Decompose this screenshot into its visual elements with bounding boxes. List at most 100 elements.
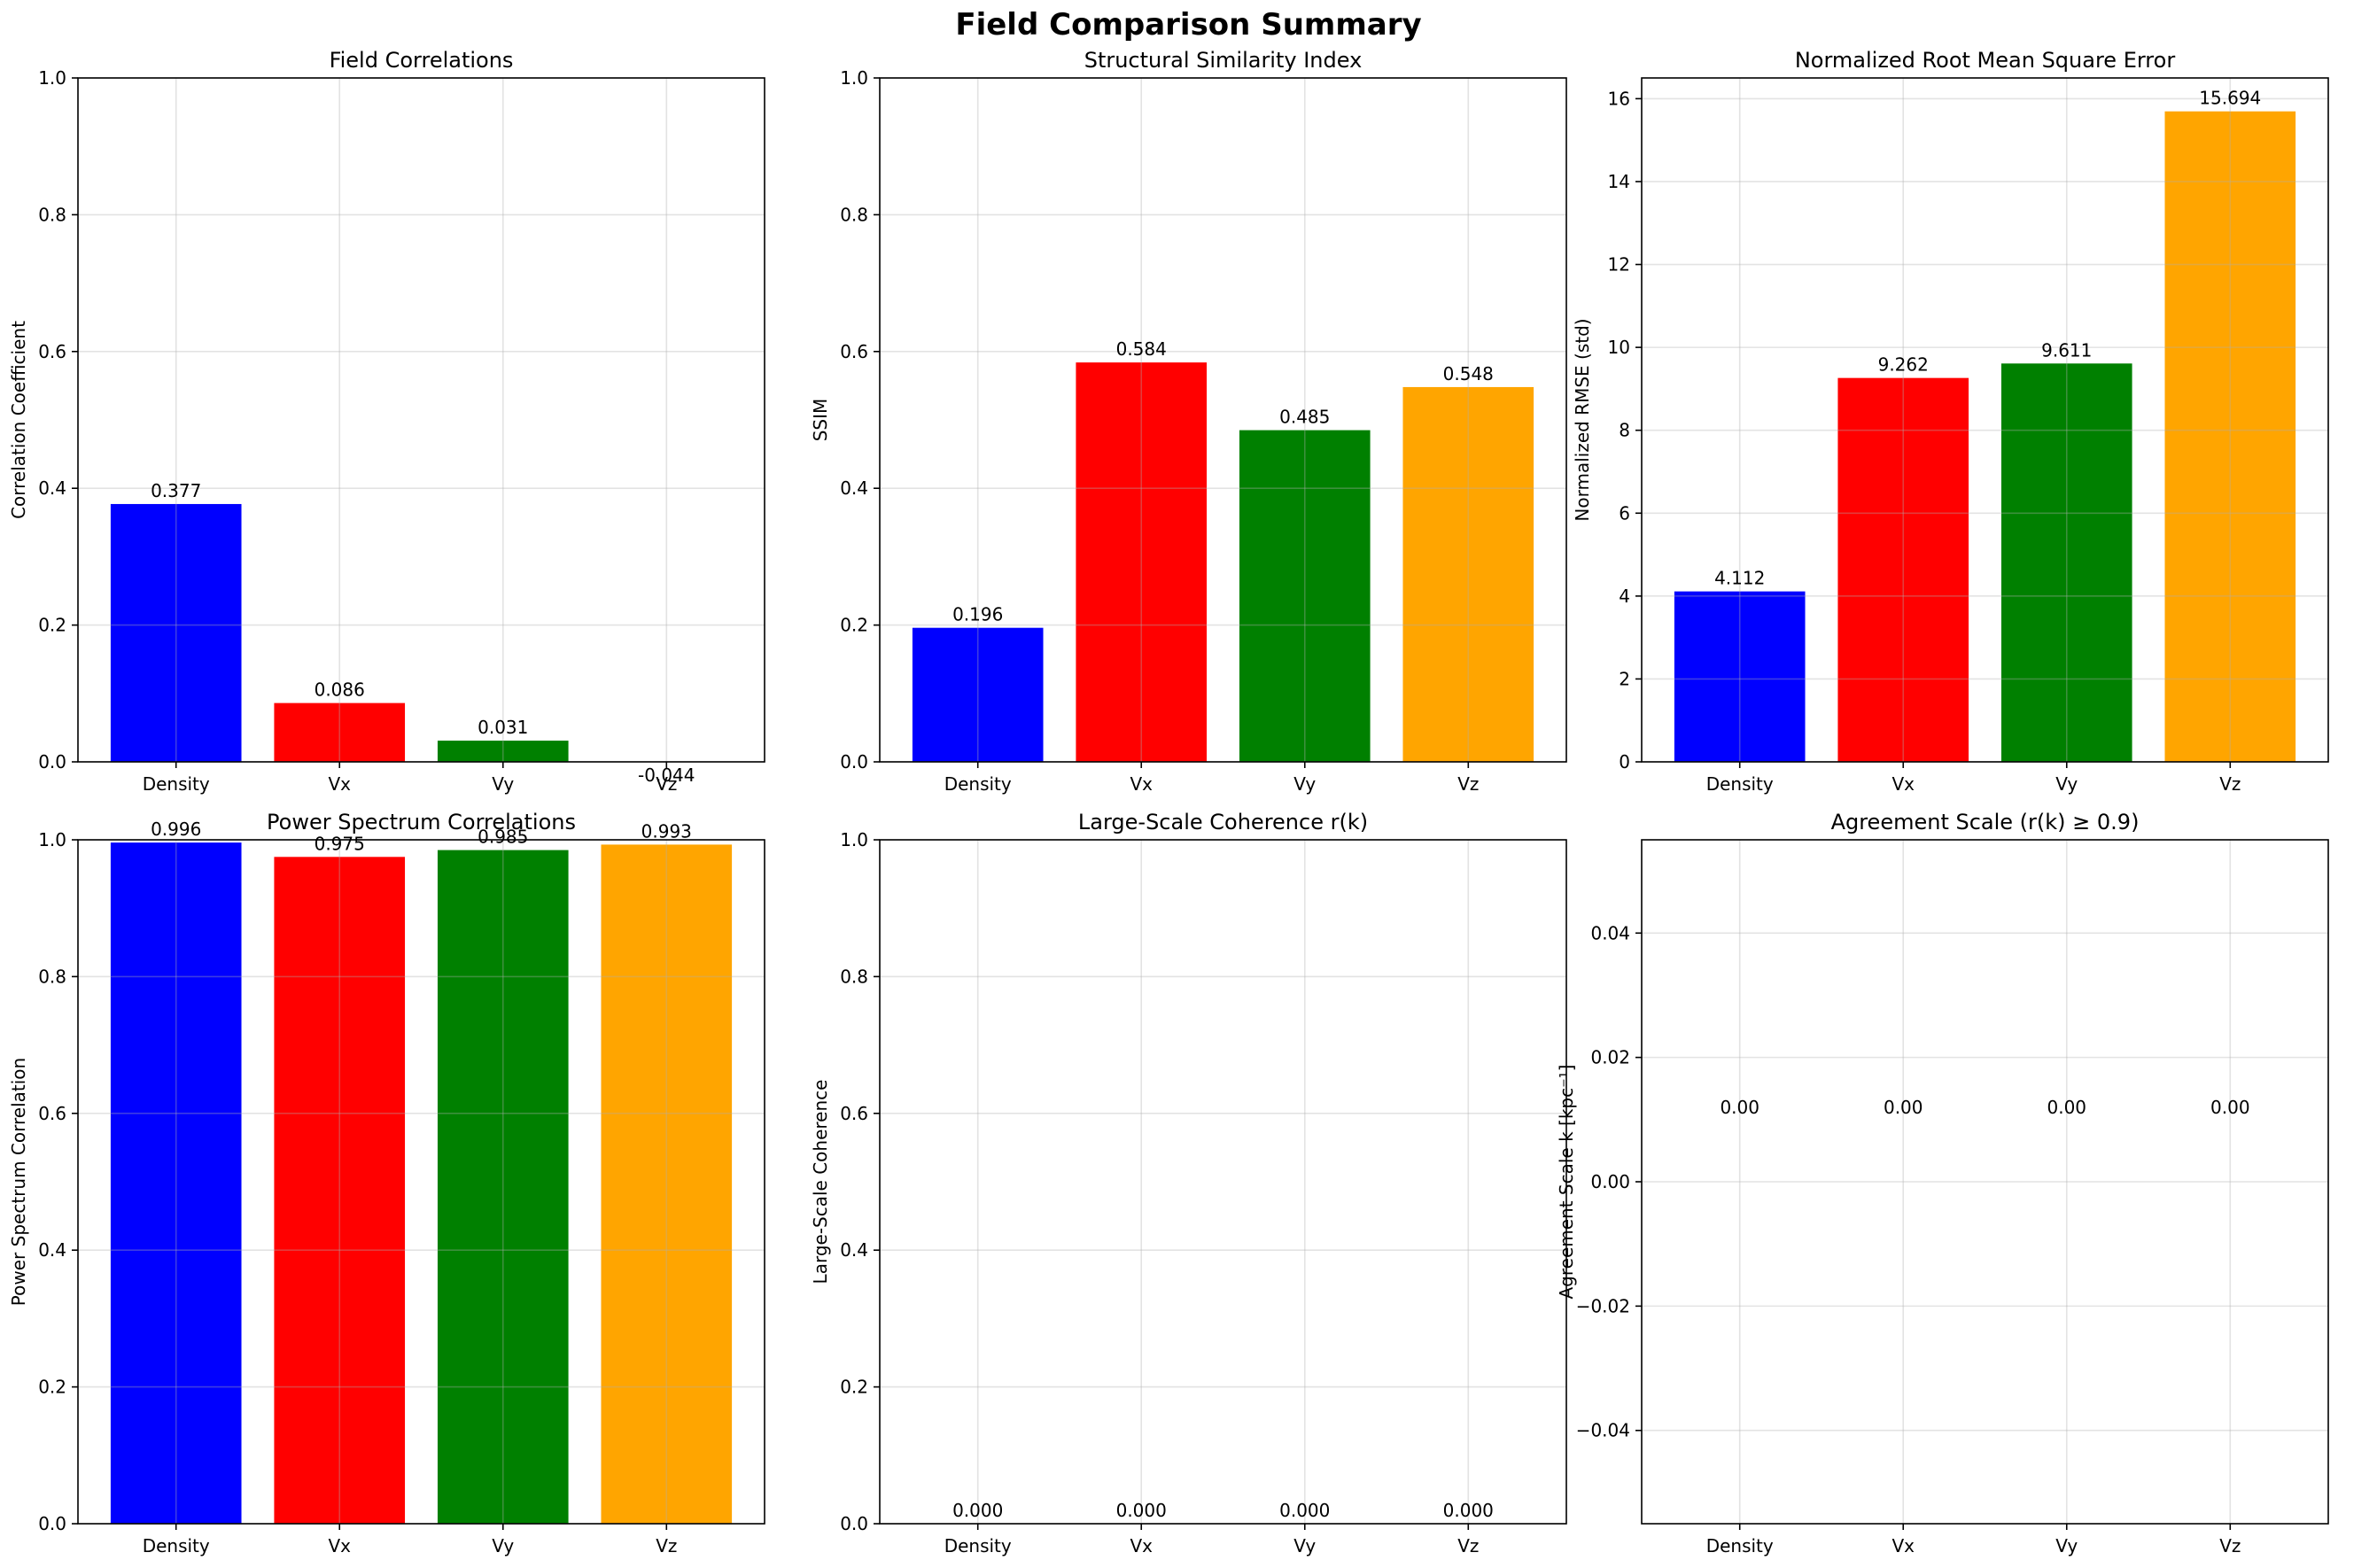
bar-vz xyxy=(1402,386,1534,762)
y-tick-label: 0.00 xyxy=(1590,1171,1630,1192)
y-tick-label: 10 xyxy=(1608,337,1630,358)
y-tick-label: 6 xyxy=(1619,502,1630,524)
y-axis-label: Power Spectrum Correlation xyxy=(8,1058,29,1306)
bar-value-label: 0.996 xyxy=(151,819,201,840)
y-tick-label: 0.6 xyxy=(38,341,66,362)
subplot-4: 0.0 0.2 0.4 0.6 0.8 1.0 Density Vx Vy Vz 0.996 0.97… xyxy=(8,810,765,1556)
y-tick-label: 0.8 xyxy=(840,966,868,987)
x-tick-label: Density xyxy=(1706,1535,1774,1556)
y-tick-label: −0.04 xyxy=(1576,1420,1630,1441)
bar-vx xyxy=(1837,377,1969,762)
bar-value-label: 0.00 xyxy=(2210,1097,2250,1118)
x-tick-label: Vz xyxy=(656,1535,677,1556)
x-tick-label: Density xyxy=(944,773,1012,795)
y-axis-label: Normalized RMSE (std) xyxy=(1572,318,1593,521)
y-tick-label: 4 xyxy=(1619,586,1630,607)
y-tick-label: 0.0 xyxy=(38,1513,66,1534)
bar-density xyxy=(110,842,242,1524)
bar-vz xyxy=(2164,111,2296,762)
axes-frame xyxy=(1641,77,2329,763)
bar-value-label: 0.548 xyxy=(1443,363,1494,384)
x-tick-label: Vy xyxy=(492,773,514,795)
y-tick-label: 0.02 xyxy=(1590,1047,1630,1068)
y-tick-label: 0.6 xyxy=(840,341,868,362)
y-tick-label: 0.2 xyxy=(38,615,66,636)
bar-value-label: 0.00 xyxy=(1884,1097,1923,1118)
y-tick-label: 0.4 xyxy=(840,477,868,499)
y-tick-label: 1.0 xyxy=(840,67,868,89)
bar-value-label: 0.000 xyxy=(1443,1500,1494,1521)
y-tick-label: 1.0 xyxy=(38,67,66,89)
bar-value-label: 0.196 xyxy=(952,604,1003,625)
bar-value-label: 0.000 xyxy=(1116,1500,1167,1521)
bar-value-label: 0.000 xyxy=(952,1500,1003,1521)
x-tick-label: Vz xyxy=(656,773,677,795)
y-tick-label: 0.2 xyxy=(840,1377,868,1398)
bar-value-label: 15.694 xyxy=(2199,88,2261,109)
axes-frame xyxy=(77,839,765,1525)
x-tick-label: Vy xyxy=(2055,1535,2078,1556)
y-tick-label: 0.04 xyxy=(1590,922,1630,943)
y-tick-label: 0.8 xyxy=(840,204,868,225)
x-tick-label: Vy xyxy=(492,1535,514,1556)
x-tick-label: Vy xyxy=(1293,773,1316,795)
y-tick-label: 0.0 xyxy=(840,1513,868,1534)
bar-value-label: 0.086 xyxy=(315,679,365,701)
x-tick-label: Vx xyxy=(1130,773,1153,795)
subplot-title: Structural Similarity Index xyxy=(1084,48,1363,73)
subplot-title: Field Correlations xyxy=(330,48,514,73)
y-tick-label: 2 xyxy=(1619,668,1630,689)
bar-value-label: 0.000 xyxy=(1279,1500,1330,1521)
x-tick-label: Vx xyxy=(328,773,351,795)
bar-value-label: 0.031 xyxy=(478,717,528,738)
bar-density xyxy=(1674,591,1806,762)
y-tick-label: 14 xyxy=(1608,171,1630,192)
y-tick-label: 0.0 xyxy=(840,751,868,772)
x-tick-label: Density xyxy=(1706,773,1774,795)
subplot-3: 0 2 4 6 8 10 12 14 16 Density Vx Vy Vz 4.112 9.262 9.61… xyxy=(1572,48,2329,795)
y-tick-label: 0.6 xyxy=(38,1103,66,1124)
bar-value-label: 0.975 xyxy=(315,833,365,854)
bar-value-label: 0.00 xyxy=(2047,1097,2086,1118)
y-axis-label: Correlation Coefficient xyxy=(8,321,29,519)
y-tick-label: 12 xyxy=(1608,254,1630,276)
x-tick-label: Vz xyxy=(2219,1535,2241,1556)
axes-frame xyxy=(879,77,1567,763)
figure-title: Field Comparison Summary xyxy=(955,7,1422,43)
bar-vx xyxy=(274,702,406,762)
x-tick-label: Vx xyxy=(1130,1535,1153,1556)
bar-value-label: 0.993 xyxy=(641,820,692,842)
y-axis-label: Agreement Scale k [kpc⁻¹] xyxy=(1556,1065,1577,1300)
x-tick-label: Vx xyxy=(1892,773,1915,795)
y-tick-label: 16 xyxy=(1608,88,1630,109)
bar-value-label: -0.044 xyxy=(638,765,695,786)
y-tick-label: 0.4 xyxy=(38,1239,66,1261)
bar-value-label: 0.485 xyxy=(1279,407,1330,428)
y-tick-label: 0.2 xyxy=(840,615,868,636)
y-tick-label: 1.0 xyxy=(840,829,868,850)
x-tick-label: Density xyxy=(143,773,210,795)
y-tick-label: 0.4 xyxy=(38,477,66,499)
y-axis-label: Large-Scale Coherence xyxy=(810,1080,831,1285)
subplot-2: 0.0 0.2 0.4 0.6 0.8 1.0 Density Vx Vy Vz 0.196 0.58… xyxy=(810,48,1567,795)
subplot-title: Normalized Root Mean Square Error xyxy=(1795,48,2176,73)
bar-vz xyxy=(601,844,733,1524)
bar-value-label: 0.584 xyxy=(1116,338,1167,360)
bar-vy xyxy=(1239,430,1371,762)
x-tick-label: Vz xyxy=(1457,1535,1479,1556)
x-tick-label: Vy xyxy=(2055,773,2078,795)
x-tick-label: Vx xyxy=(328,1535,351,1556)
subplot-1: 0.0 0.2 0.4 0.6 0.8 1.0 Density Vx Vy Vz 0.377 0.08… xyxy=(8,48,765,795)
x-tick-label: Density xyxy=(143,1535,210,1556)
y-tick-label: 0.4 xyxy=(840,1239,868,1261)
y-tick-label: 0.8 xyxy=(38,966,66,987)
bar-value-label: 9.262 xyxy=(1878,354,1929,376)
bar-vy xyxy=(437,850,569,1524)
bar-value-label: 0.985 xyxy=(478,827,528,848)
bar-vy xyxy=(2000,363,2132,762)
y-tick-label: 0.8 xyxy=(38,204,66,225)
y-tick-label: −0.02 xyxy=(1576,1295,1630,1316)
axes-frame xyxy=(879,839,1567,1525)
bar-value-label: 4.112 xyxy=(1714,568,1765,589)
